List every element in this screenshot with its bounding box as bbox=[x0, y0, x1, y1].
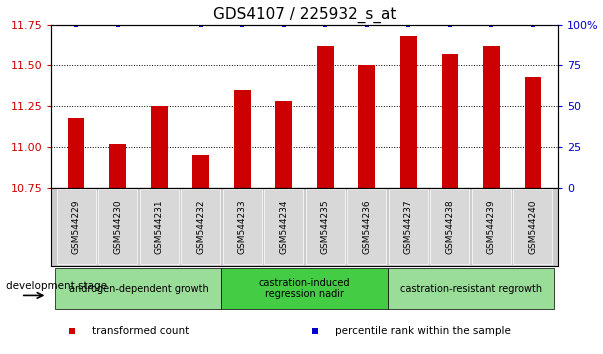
FancyBboxPatch shape bbox=[223, 189, 262, 264]
Bar bbox=[234, 90, 250, 188]
Text: transformed count: transformed count bbox=[92, 326, 189, 336]
Text: GSM544239: GSM544239 bbox=[487, 199, 496, 254]
Text: castration-resistant regrowth: castration-resistant regrowth bbox=[400, 284, 541, 293]
FancyBboxPatch shape bbox=[182, 189, 220, 264]
FancyBboxPatch shape bbox=[140, 189, 178, 264]
Text: GSM544236: GSM544236 bbox=[362, 199, 371, 254]
Text: percentile rank within the sample: percentile rank within the sample bbox=[335, 326, 511, 336]
Text: GSM544232: GSM544232 bbox=[196, 199, 205, 254]
Text: GSM544238: GSM544238 bbox=[446, 199, 454, 254]
Text: GSM544234: GSM544234 bbox=[279, 199, 288, 254]
FancyBboxPatch shape bbox=[431, 189, 469, 264]
Bar bbox=[151, 106, 168, 188]
Text: GSM544229: GSM544229 bbox=[72, 199, 81, 254]
FancyBboxPatch shape bbox=[388, 268, 554, 309]
Text: GSM544240: GSM544240 bbox=[528, 199, 537, 254]
Text: GSM544230: GSM544230 bbox=[113, 199, 122, 254]
FancyBboxPatch shape bbox=[472, 189, 511, 264]
Bar bbox=[192, 155, 209, 188]
FancyBboxPatch shape bbox=[57, 189, 96, 264]
Title: GDS4107 / 225932_s_at: GDS4107 / 225932_s_at bbox=[213, 7, 396, 23]
FancyBboxPatch shape bbox=[221, 268, 388, 309]
FancyBboxPatch shape bbox=[55, 268, 221, 309]
FancyBboxPatch shape bbox=[264, 189, 303, 264]
Text: GSM544231: GSM544231 bbox=[155, 199, 163, 254]
FancyBboxPatch shape bbox=[98, 189, 137, 264]
Bar bbox=[525, 77, 541, 188]
Bar bbox=[483, 46, 500, 188]
Bar bbox=[359, 65, 375, 188]
Bar bbox=[441, 54, 458, 188]
Text: GSM544233: GSM544233 bbox=[238, 199, 247, 254]
Text: GSM544237: GSM544237 bbox=[404, 199, 413, 254]
FancyBboxPatch shape bbox=[389, 189, 428, 264]
Bar bbox=[317, 46, 333, 188]
Text: castration-induced
regression nadir: castration-induced regression nadir bbox=[259, 278, 350, 299]
Text: GSM544235: GSM544235 bbox=[321, 199, 330, 254]
FancyBboxPatch shape bbox=[306, 189, 345, 264]
Bar bbox=[68, 118, 84, 188]
Text: development stage: development stage bbox=[6, 281, 107, 291]
Text: androgen-dependent growth: androgen-dependent growth bbox=[69, 284, 208, 293]
Bar bbox=[276, 101, 292, 188]
Bar bbox=[109, 144, 126, 188]
FancyBboxPatch shape bbox=[347, 189, 387, 264]
FancyBboxPatch shape bbox=[513, 189, 552, 264]
Bar bbox=[400, 36, 417, 188]
